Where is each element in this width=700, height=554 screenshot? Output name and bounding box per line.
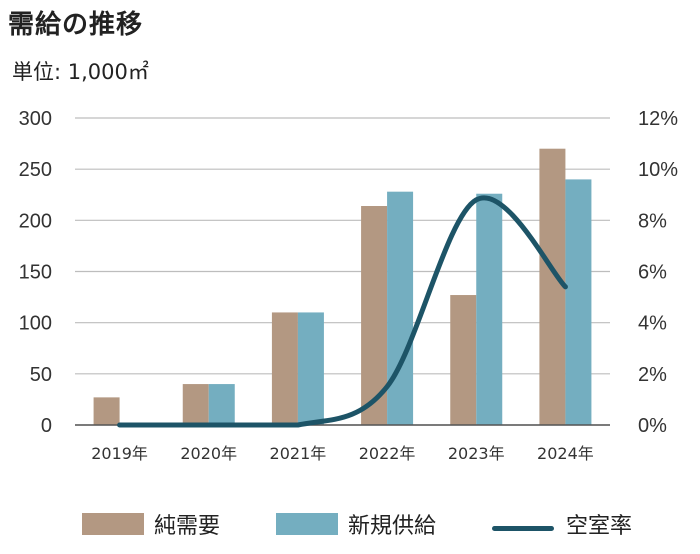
y-tick-label: 250 (19, 159, 52, 181)
x-tick-label: 2019年 (91, 444, 148, 463)
legend-swatch-demand (82, 513, 144, 535)
y2-tick-label: 6% (638, 262, 667, 284)
bar-demand (271, 312, 298, 425)
chart-title: 需給の推移 (8, 10, 144, 40)
legend-item-vacancy: 空室率 (492, 514, 632, 540)
y-tick-label: 100 (19, 313, 52, 335)
legend-label-supply: 新規供給 (348, 514, 437, 539)
x-tick-label: 2023年 (448, 444, 505, 463)
legend-swatch-supply (276, 513, 338, 535)
y2-tick-label: 2% (638, 364, 667, 386)
y-tick-label: 200 (19, 210, 52, 232)
legend-item-supply: 新規供給 (276, 508, 436, 540)
x-tick-label: 2021年 (270, 444, 327, 463)
y-tick-label: 50 (30, 364, 52, 386)
bar-supply (476, 193, 503, 425)
x-tick-label: 2024年 (537, 444, 594, 463)
y2-tick-label: 12% (638, 108, 678, 130)
legend-label-demand: 純需要 (154, 514, 221, 539)
y2-tick-label: 8% (638, 210, 667, 232)
bar-line-chart: 0 50 100 150 200 250 300 0% 2% 4% 6% 8% 10% 12% 2019年 2… (19, 108, 679, 463)
y2-tick-label: 10% (638, 159, 678, 181)
y2-tick-label: 4% (638, 313, 667, 335)
y-tick-label: 150 (19, 262, 52, 284)
legend-swatch-vacancy (492, 526, 554, 531)
series-line-vacancy (117, 195, 568, 428)
bar-supply (297, 312, 324, 425)
x-tick-label: 2022年 (359, 444, 416, 463)
bar-demand (93, 397, 120, 425)
bar-supply (565, 179, 592, 425)
legend-label-vacancy: 空室率 (566, 514, 633, 539)
unit-label: 単位: 1,000㎡ (12, 60, 149, 84)
bar-supply (387, 191, 414, 425)
bar-demand (450, 295, 477, 425)
bar-demand (539, 148, 566, 425)
y-tick-label: 300 (19, 108, 52, 130)
bar-supply (208, 384, 235, 425)
bar-demand (182, 384, 209, 425)
x-tick-label: 2020年 (180, 444, 237, 463)
y-tick-label: 0 (41, 415, 52, 437)
y2-tick-label: 0% (638, 415, 667, 437)
legend: 純需要 新規供給 空室率 (0, 508, 700, 548)
legend-item-demand: 純需要 (82, 508, 220, 540)
